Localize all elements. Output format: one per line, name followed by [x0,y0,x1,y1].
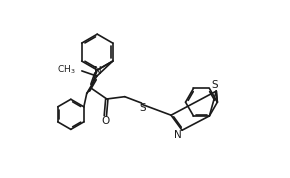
Text: S: S [139,103,146,113]
Text: N: N [174,130,182,140]
Text: N: N [94,66,102,76]
Text: CH$_3$: CH$_3$ [57,64,75,76]
Text: S: S [212,80,218,90]
Text: O: O [101,116,109,126]
